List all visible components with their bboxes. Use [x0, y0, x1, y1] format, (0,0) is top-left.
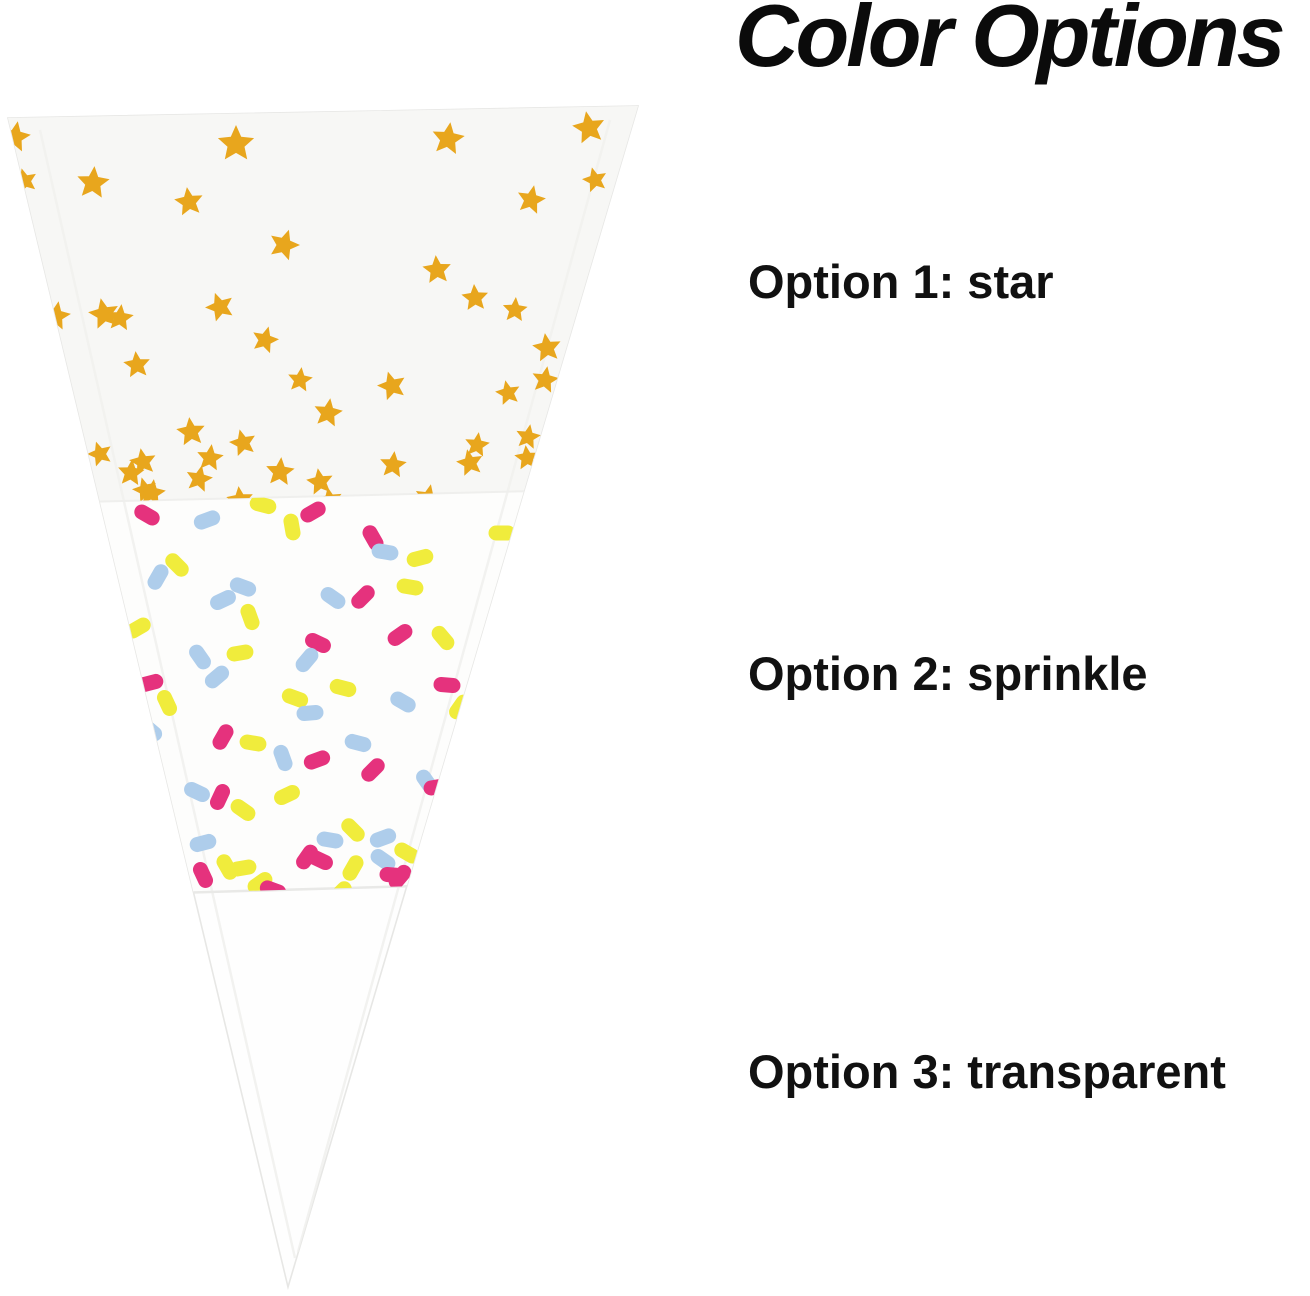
option-2-sprinkle-label: Option 2: sprinkle: [748, 647, 1148, 700]
option-1-star-label: Option 1: star: [748, 255, 1054, 308]
page-title: Color Options: [735, 0, 1286, 85]
option-3-transparent-label: Option 3: transparent: [748, 1045, 1226, 1098]
cone-bag-illustration: [6, 105, 640, 1291]
